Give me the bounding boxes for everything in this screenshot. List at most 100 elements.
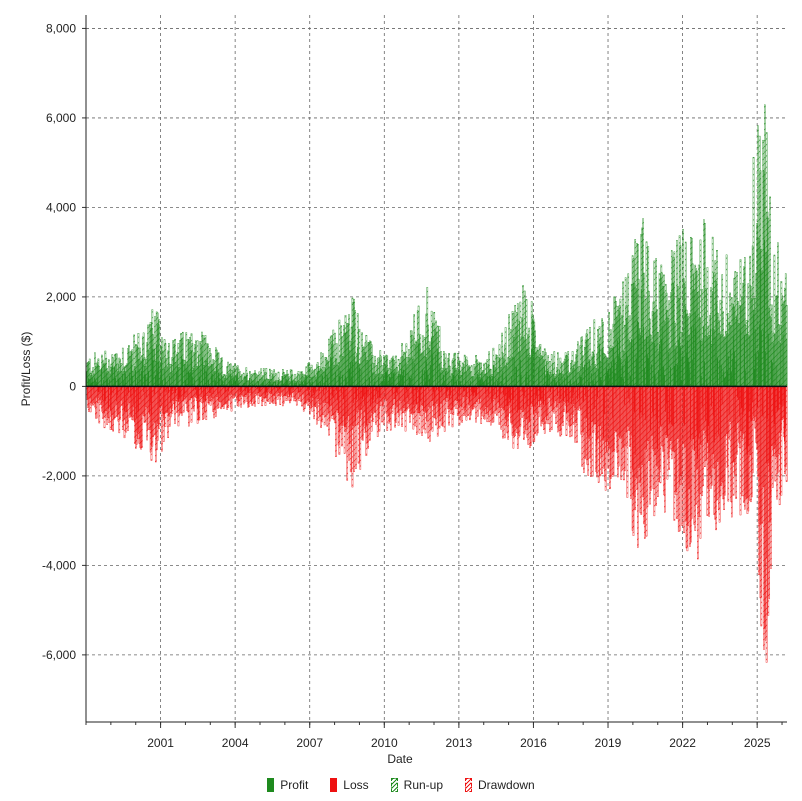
profit-bar bbox=[94, 377, 96, 387]
loss-bar bbox=[466, 386, 468, 389]
profit-bar bbox=[606, 372, 608, 387]
loss-bar bbox=[708, 386, 710, 453]
loss-bar bbox=[341, 386, 343, 423]
loss-bar bbox=[175, 386, 176, 394]
profit-bar bbox=[558, 382, 560, 387]
profit-bar bbox=[216, 366, 217, 387]
profit-bar bbox=[301, 380, 303, 387]
profit-bar bbox=[731, 372, 732, 387]
profit-bar bbox=[481, 378, 483, 387]
loss-bar bbox=[738, 386, 739, 400]
loss-bar bbox=[597, 386, 598, 398]
loss-bar bbox=[563, 386, 564, 402]
profit-bar bbox=[399, 375, 401, 387]
profit-bar bbox=[724, 377, 725, 387]
profit-bar bbox=[309, 379, 310, 387]
loss-bar bbox=[473, 386, 475, 393]
loss-bar bbox=[420, 386, 422, 390]
loss-bar bbox=[532, 386, 534, 415]
profit-bar bbox=[215, 380, 216, 387]
profit-bar bbox=[431, 337, 432, 387]
profit-bar bbox=[304, 381, 306, 387]
profit-bar bbox=[745, 370, 746, 387]
profit-bar bbox=[280, 384, 282, 387]
loss-bar bbox=[87, 386, 89, 399]
loss-bar bbox=[523, 386, 524, 409]
profit-bar bbox=[692, 360, 693, 387]
loss-bar bbox=[784, 386, 785, 442]
profit-bar bbox=[185, 368, 187, 387]
profit-bar bbox=[291, 381, 293, 387]
profit-bar bbox=[235, 381, 236, 387]
profit-bar bbox=[600, 379, 602, 387]
loss-bar bbox=[582, 386, 584, 402]
loss-bar bbox=[273, 386, 275, 389]
loss-bar bbox=[655, 386, 657, 444]
loss-bar bbox=[241, 386, 243, 391]
profit-bar bbox=[249, 378, 250, 387]
loss-bar bbox=[163, 386, 164, 419]
profit-bar bbox=[767, 333, 769, 387]
loss-bar bbox=[451, 386, 453, 406]
profit-bar bbox=[263, 381, 264, 387]
loss-bar bbox=[201, 386, 203, 394]
loss-bar bbox=[104, 386, 106, 401]
profit-bar bbox=[584, 364, 585, 387]
loss-bar bbox=[183, 386, 184, 402]
profit-bar bbox=[437, 348, 438, 387]
loss-bar bbox=[668, 386, 670, 423]
profit-bar bbox=[147, 358, 149, 387]
loss-bar bbox=[548, 386, 550, 392]
loss-bar bbox=[192, 386, 194, 391]
profit-bar bbox=[545, 383, 547, 387]
loss-bar bbox=[102, 386, 103, 401]
loss-bar bbox=[266, 386, 268, 394]
loss-bar bbox=[593, 386, 595, 409]
loss-bar bbox=[240, 386, 242, 396]
profit-bar bbox=[257, 382, 259, 387]
profit-bar bbox=[484, 381, 485, 387]
loss-bar bbox=[785, 386, 786, 429]
profit-bar bbox=[296, 382, 297, 387]
profit-bar bbox=[242, 384, 243, 387]
profit-bar bbox=[699, 317, 701, 387]
profit-bar bbox=[455, 377, 457, 387]
profit-bar bbox=[544, 366, 545, 387]
profit-bar bbox=[752, 314, 754, 387]
profit-bar bbox=[236, 375, 237, 387]
profit-bar bbox=[199, 368, 201, 387]
profit-bar bbox=[198, 376, 200, 387]
loss-bar bbox=[419, 386, 421, 402]
loss-bar bbox=[110, 386, 112, 396]
profit-bar bbox=[384, 380, 385, 387]
profit-bar bbox=[360, 369, 362, 387]
loss-bar bbox=[165, 386, 167, 393]
profit-bar bbox=[223, 382, 225, 387]
profit-bar bbox=[732, 335, 734, 387]
x-tick-label: 2019 bbox=[595, 736, 622, 750]
loss-bar bbox=[530, 386, 531, 405]
profit-bar bbox=[188, 372, 190, 387]
loss-bar bbox=[780, 386, 782, 430]
profit-bar bbox=[631, 338, 632, 387]
loss-bar bbox=[173, 386, 175, 391]
profit-bar bbox=[482, 379, 484, 387]
profit-bar bbox=[670, 367, 672, 387]
loss-bar bbox=[535, 386, 537, 400]
profit-bar bbox=[653, 343, 655, 387]
loss-bar bbox=[203, 386, 204, 402]
loss-bar bbox=[363, 386, 364, 397]
loss-bar bbox=[174, 386, 176, 410]
profit-bar bbox=[452, 374, 454, 387]
loss-bar bbox=[127, 386, 129, 397]
profit-bar bbox=[490, 376, 491, 387]
profit-bar bbox=[287, 379, 289, 387]
profit-bar bbox=[217, 369, 219, 387]
loss-bar bbox=[352, 386, 354, 404]
profit-bar bbox=[290, 378, 292, 387]
profit-bar bbox=[625, 360, 626, 387]
profit-bar bbox=[381, 382, 383, 387]
profit-bar bbox=[103, 379, 104, 387]
profit-bar bbox=[430, 364, 431, 387]
profit-bar bbox=[427, 374, 429, 387]
